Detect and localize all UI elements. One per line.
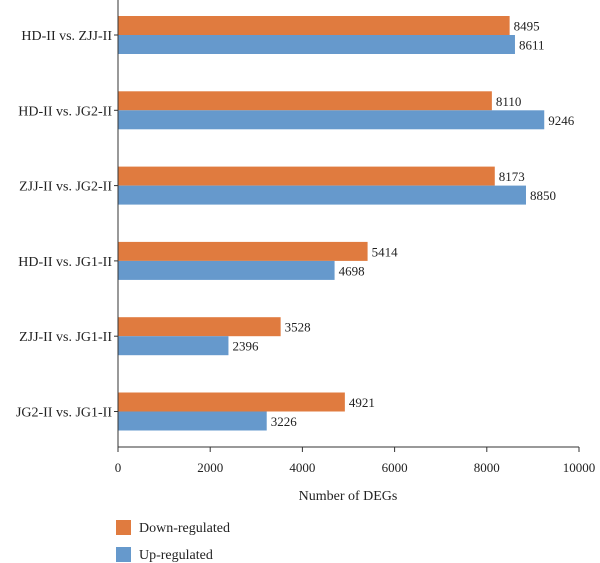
category-label-4: ZJJ-II vs. JG1-II (19, 330, 112, 345)
x-tick-label-5: 10000 (563, 460, 596, 475)
bar-up-0 (118, 35, 515, 54)
bar-down-3 (118, 241, 368, 261)
bar-up-2 (118, 185, 526, 205)
bar-down-0 (118, 16, 510, 35)
value-label-up-1: 9246 (548, 113, 575, 128)
y-axis: HD-II vs. ZJJ-II HD-II vs. JG2-II ZJJ-II v… (16, 0, 119, 447)
x-tick-label-1: 2000 (197, 460, 223, 475)
value-label-down-1: 8110 (496, 94, 522, 109)
bar-down-5 (118, 392, 345, 412)
value-label-up-3: 4698 (339, 263, 365, 278)
bars-layer: 8495 8611 8110 9246 8173 8850 5414 4698 3528 2396… (118, 16, 575, 431)
bar-up-3 (118, 260, 335, 280)
x-tick-label-3: 6000 (382, 460, 408, 475)
legend-label-up: Up-regulated (139, 548, 213, 563)
category-label-3: HD-II vs. JG1-II (18, 255, 112, 270)
x-tick-label-0: 0 (115, 460, 122, 475)
bar-down-2 (118, 166, 495, 186)
value-label-up-4: 2396 (232, 339, 259, 354)
x-tick-label-2: 4000 (289, 460, 315, 475)
x-axis: 0 2000 4000 6000 8000 10000 (115, 446, 596, 475)
bar-up-1 (118, 110, 545, 130)
value-label-down-3: 5414 (372, 244, 399, 259)
bar-up-5 (118, 411, 267, 431)
value-label-up-5: 3226 (271, 414, 298, 429)
bar-down-4 (118, 317, 281, 337)
legend-swatch-down (116, 520, 131, 535)
legend-label-down: Down-regulated (139, 521, 230, 536)
value-label-up-0: 8611 (519, 38, 545, 53)
value-label-down-4: 3528 (285, 320, 311, 335)
category-label-5: JG2-II vs. JG1-II (16, 406, 112, 421)
x-tick-label-4: 8000 (474, 460, 500, 475)
value-label-down-0: 8495 (514, 19, 540, 34)
value-label-down-5: 4921 (349, 395, 375, 410)
category-label-2: ZJJ-II vs. JG2-II (19, 180, 112, 195)
value-label-down-2: 8173 (499, 169, 525, 184)
value-label-up-2: 8850 (530, 188, 556, 203)
bar-down-1 (118, 91, 492, 111)
category-label-1: HD-II vs. JG2-II (18, 104, 112, 119)
bar-up-4 (118, 336, 229, 356)
category-label-0: HD-II vs. ZJJ-II (21, 29, 112, 44)
legend: Down-regulated Up-regulated (116, 520, 230, 563)
x-axis-title: Number of DEGs (299, 489, 398, 504)
legend-swatch-up (116, 547, 131, 562)
